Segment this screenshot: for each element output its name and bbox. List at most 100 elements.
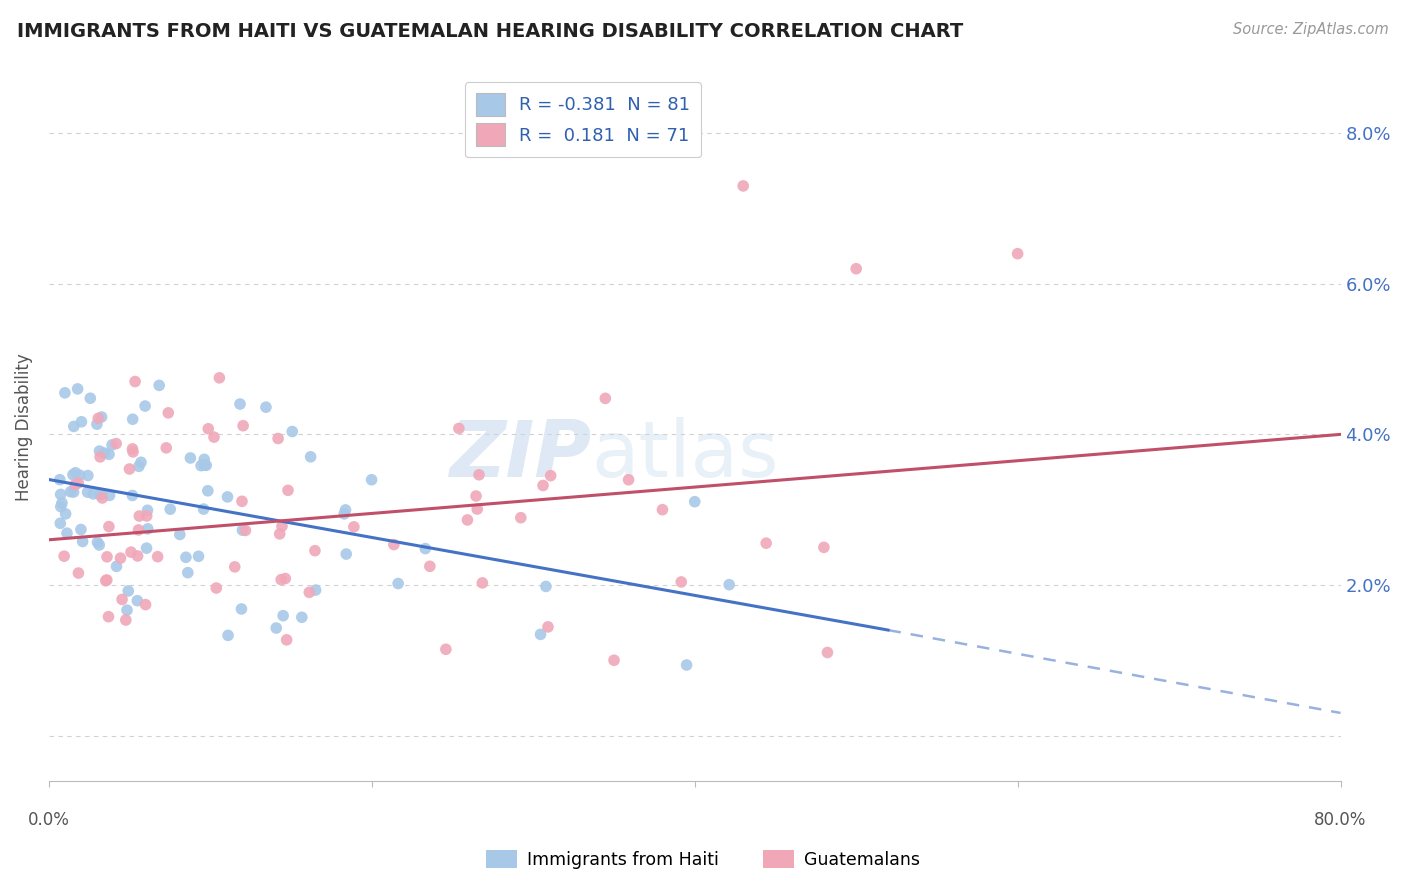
Point xyxy=(254,400,277,414)
Text: IMMIGRANTS FROM HAITI VS GUATEMALAN HEARING DISABILITY CORRELATION CHART: IMMIGRANTS FROM HAITI VS GUATEMALAN HEAR… xyxy=(17,22,963,41)
Point xyxy=(1007,246,1029,260)
Point xyxy=(86,417,108,432)
Point xyxy=(419,559,441,574)
Point xyxy=(277,483,299,498)
Point xyxy=(177,566,200,580)
Point xyxy=(96,549,118,564)
Point xyxy=(105,436,128,450)
Point xyxy=(111,592,134,607)
Point xyxy=(157,406,180,420)
Point xyxy=(89,450,111,464)
Point xyxy=(128,459,150,474)
Point xyxy=(94,574,117,588)
Point xyxy=(117,584,139,599)
Point xyxy=(671,574,693,589)
Point xyxy=(299,450,322,464)
Point xyxy=(224,559,246,574)
Point xyxy=(135,541,157,556)
Point xyxy=(55,507,77,521)
Point xyxy=(98,488,121,502)
Point xyxy=(360,473,382,487)
Point xyxy=(298,585,321,599)
Point xyxy=(67,475,90,490)
Point xyxy=(733,178,755,193)
Point xyxy=(675,657,697,672)
Point xyxy=(135,508,157,523)
Point xyxy=(114,613,136,627)
Point xyxy=(193,452,215,467)
Point xyxy=(343,520,366,534)
Point xyxy=(270,573,292,587)
Point xyxy=(105,559,128,574)
Text: atlas: atlas xyxy=(592,417,779,493)
Point xyxy=(82,487,104,501)
Point xyxy=(120,545,142,559)
Point xyxy=(190,458,212,473)
Point xyxy=(53,385,76,400)
Point xyxy=(281,425,304,439)
Point xyxy=(62,467,84,482)
Point xyxy=(304,543,326,558)
Point xyxy=(67,566,90,580)
Point xyxy=(128,509,150,524)
Point xyxy=(49,500,72,514)
Point xyxy=(267,432,290,446)
Point xyxy=(534,579,557,593)
Point xyxy=(447,421,470,435)
Point xyxy=(51,496,73,510)
Point xyxy=(169,527,191,541)
Point xyxy=(382,538,405,552)
Point xyxy=(529,627,551,641)
Point xyxy=(97,519,120,533)
Point xyxy=(122,445,145,459)
Point xyxy=(271,608,294,623)
Point xyxy=(813,541,835,555)
Point xyxy=(96,573,118,587)
Point xyxy=(683,494,706,508)
Point xyxy=(208,371,231,385)
Point xyxy=(89,538,111,552)
Point xyxy=(121,488,143,502)
Point xyxy=(193,458,215,473)
Point xyxy=(651,502,673,516)
Legend: Immigrants from Haiti, Guatemalans: Immigrants from Haiti, Guatemalans xyxy=(479,844,927,876)
Legend: R = -0.381  N = 81, R =  0.181  N = 71: R = -0.381 N = 81, R = 0.181 N = 71 xyxy=(465,82,700,157)
Point xyxy=(231,523,253,537)
Point xyxy=(603,653,626,667)
Point xyxy=(845,261,868,276)
Point xyxy=(146,549,169,564)
Point xyxy=(387,576,409,591)
Point xyxy=(264,621,287,635)
Point xyxy=(617,473,640,487)
Point xyxy=(159,502,181,516)
Point xyxy=(465,502,488,516)
Point xyxy=(202,430,225,444)
Point xyxy=(76,468,98,483)
Point xyxy=(118,462,141,476)
Point xyxy=(333,507,356,521)
Point xyxy=(127,593,149,607)
Point xyxy=(110,551,132,566)
Point xyxy=(127,549,149,563)
Point xyxy=(62,419,84,434)
Point xyxy=(179,450,201,465)
Point xyxy=(129,455,152,469)
Point xyxy=(93,446,115,460)
Text: ZIP: ZIP xyxy=(449,417,592,493)
Point xyxy=(274,572,297,586)
Point xyxy=(56,526,79,541)
Point xyxy=(49,473,72,487)
Point xyxy=(70,523,93,537)
Point xyxy=(276,632,298,647)
Point xyxy=(155,441,177,455)
Point xyxy=(135,598,157,612)
Point xyxy=(97,609,120,624)
Point xyxy=(53,549,76,564)
Point xyxy=(540,468,562,483)
Point xyxy=(531,478,554,492)
Text: Source: ZipAtlas.com: Source: ZipAtlas.com xyxy=(1233,22,1389,37)
Point xyxy=(72,534,94,549)
Point xyxy=(127,523,149,537)
Point xyxy=(89,444,111,458)
Point xyxy=(89,487,111,501)
